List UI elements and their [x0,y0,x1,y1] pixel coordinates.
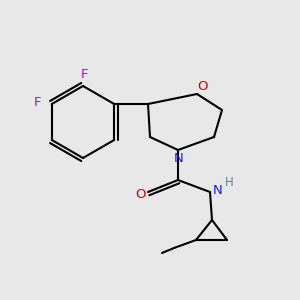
Text: N: N [213,184,223,196]
Text: F: F [34,95,42,109]
Text: F: F [80,68,88,82]
Text: O: O [135,188,145,202]
Text: O: O [197,80,207,92]
Text: N: N [174,152,184,166]
Text: H: H [225,176,233,190]
